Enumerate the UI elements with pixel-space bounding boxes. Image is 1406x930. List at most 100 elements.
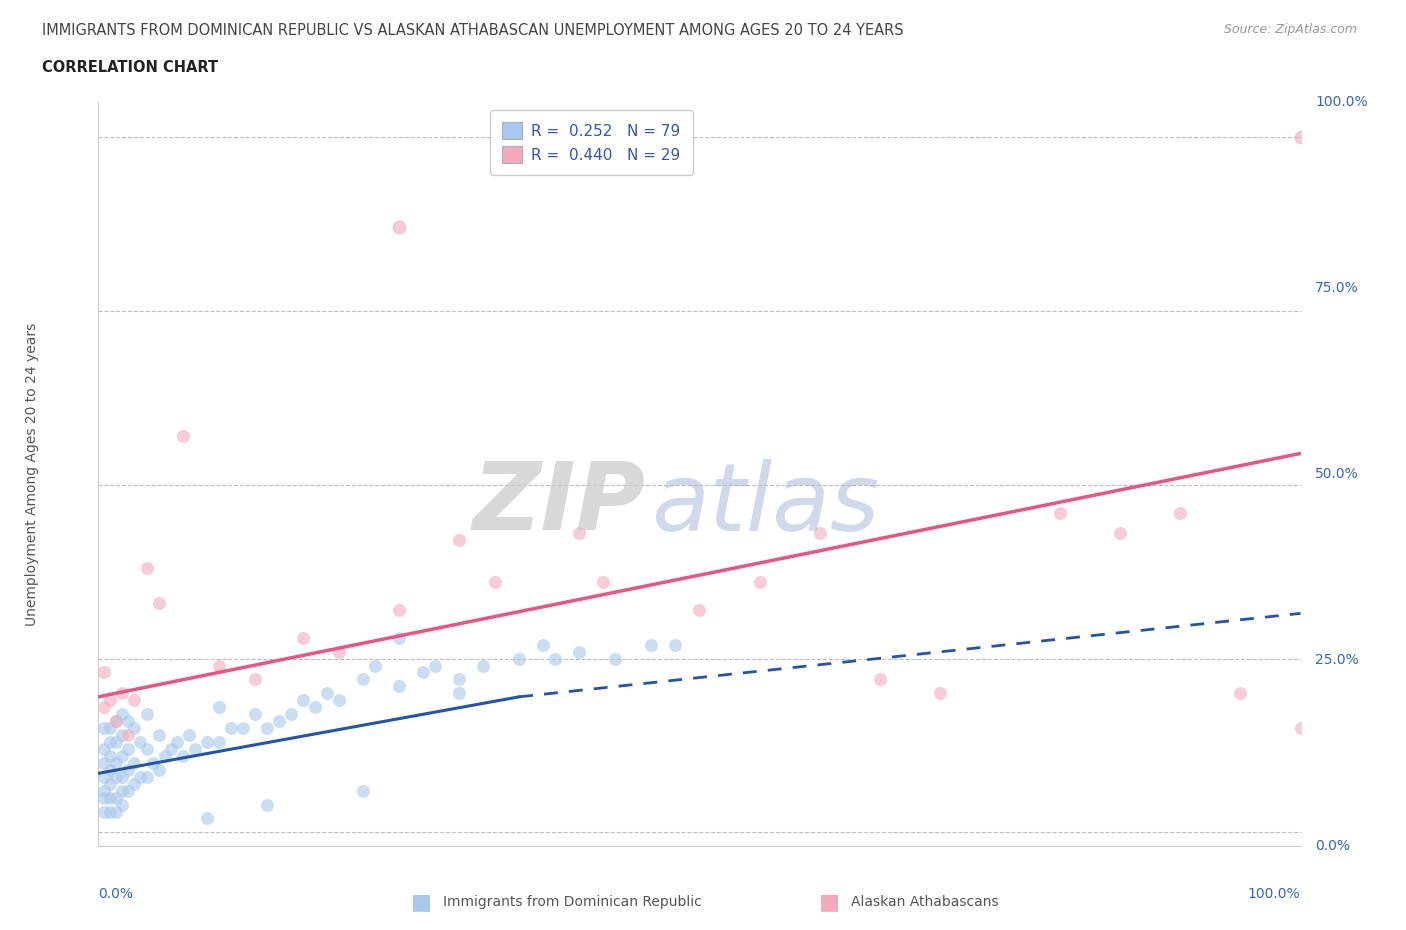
Text: IMMIGRANTS FROM DOMINICAN REPUBLIC VS ALASKAN ATHABASCAN UNEMPLOYMENT AMONG AGES: IMMIGRANTS FROM DOMINICAN REPUBLIC VS AL… bbox=[42, 23, 904, 38]
Point bbox=[148, 727, 170, 742]
Point bbox=[219, 721, 242, 736]
Point bbox=[195, 735, 218, 750]
Text: Unemployment Among Ages 20 to 24 years: Unemployment Among Ages 20 to 24 years bbox=[25, 323, 39, 626]
Point bbox=[100, 749, 122, 764]
Point bbox=[93, 804, 115, 819]
Point bbox=[124, 755, 146, 770]
Point bbox=[93, 665, 115, 680]
Point bbox=[447, 533, 470, 548]
Point bbox=[93, 699, 115, 714]
Point bbox=[111, 749, 134, 764]
Text: ZIP: ZIP bbox=[472, 458, 645, 550]
Point bbox=[159, 741, 181, 756]
Point bbox=[1170, 505, 1192, 520]
Point bbox=[592, 575, 614, 590]
Point bbox=[111, 797, 134, 812]
Point bbox=[928, 686, 950, 701]
Point bbox=[243, 707, 266, 722]
Point bbox=[117, 727, 139, 742]
Text: Source: ZipAtlas.com: Source: ZipAtlas.com bbox=[1223, 23, 1357, 36]
Point bbox=[100, 763, 122, 777]
Point bbox=[447, 686, 470, 701]
Point bbox=[105, 713, 128, 728]
Text: 0.0%: 0.0% bbox=[1315, 839, 1350, 854]
Point bbox=[93, 783, 115, 798]
Point bbox=[105, 769, 128, 784]
Point bbox=[124, 777, 146, 791]
Point bbox=[388, 631, 411, 645]
Point bbox=[280, 707, 302, 722]
Point bbox=[135, 741, 157, 756]
Point bbox=[1289, 721, 1312, 736]
Point bbox=[256, 721, 278, 736]
Point bbox=[304, 699, 326, 714]
Point bbox=[1229, 686, 1251, 701]
Text: 25.0%: 25.0% bbox=[1315, 653, 1358, 668]
Point bbox=[100, 735, 122, 750]
Point bbox=[148, 595, 170, 610]
Point bbox=[423, 658, 446, 673]
Point bbox=[664, 637, 686, 652]
Point bbox=[364, 658, 387, 673]
Point bbox=[208, 699, 231, 714]
Point bbox=[1109, 526, 1132, 541]
Point bbox=[267, 713, 290, 728]
Point bbox=[688, 603, 710, 618]
Point bbox=[1049, 505, 1071, 520]
Point bbox=[100, 693, 122, 708]
Point bbox=[111, 707, 134, 722]
Point bbox=[208, 658, 231, 673]
Point bbox=[568, 644, 591, 659]
Text: ■: ■ bbox=[820, 892, 839, 912]
Point bbox=[105, 790, 128, 805]
Point bbox=[111, 686, 134, 701]
Point bbox=[748, 575, 770, 590]
Point bbox=[105, 755, 128, 770]
Point bbox=[117, 763, 139, 777]
Point bbox=[328, 693, 350, 708]
Point bbox=[105, 735, 128, 750]
Point bbox=[124, 693, 146, 708]
Point bbox=[93, 769, 115, 784]
Point bbox=[177, 727, 200, 742]
Point bbox=[195, 811, 218, 826]
Point bbox=[328, 644, 350, 659]
Point bbox=[135, 707, 157, 722]
Point bbox=[544, 651, 567, 666]
Point bbox=[388, 603, 411, 618]
Point bbox=[141, 755, 163, 770]
Point bbox=[291, 631, 314, 645]
Point bbox=[315, 686, 337, 701]
Point bbox=[148, 763, 170, 777]
Point bbox=[605, 651, 627, 666]
Text: Immigrants from Dominican Republic: Immigrants from Dominican Republic bbox=[443, 895, 702, 910]
Text: Alaskan Athabascans: Alaskan Athabascans bbox=[851, 895, 998, 910]
Point bbox=[568, 526, 591, 541]
Point bbox=[129, 769, 152, 784]
Point bbox=[100, 777, 122, 791]
Text: 100.0%: 100.0% bbox=[1315, 95, 1368, 110]
Point bbox=[869, 672, 891, 687]
Text: 75.0%: 75.0% bbox=[1315, 281, 1358, 296]
Point bbox=[105, 804, 128, 819]
Text: 100.0%: 100.0% bbox=[1249, 887, 1301, 901]
Point bbox=[93, 741, 115, 756]
Point bbox=[508, 651, 530, 666]
Point bbox=[111, 769, 134, 784]
Point bbox=[484, 575, 506, 590]
Point bbox=[135, 769, 157, 784]
Point bbox=[117, 713, 139, 728]
Point bbox=[93, 755, 115, 770]
Point bbox=[640, 637, 662, 652]
Point bbox=[105, 713, 128, 728]
Point bbox=[208, 735, 231, 750]
Point bbox=[93, 790, 115, 805]
Point bbox=[129, 735, 152, 750]
Point bbox=[100, 721, 122, 736]
Point bbox=[117, 741, 139, 756]
Point bbox=[1289, 129, 1312, 144]
Point bbox=[291, 693, 314, 708]
Point bbox=[100, 804, 122, 819]
Point bbox=[172, 429, 194, 444]
Point bbox=[172, 749, 194, 764]
